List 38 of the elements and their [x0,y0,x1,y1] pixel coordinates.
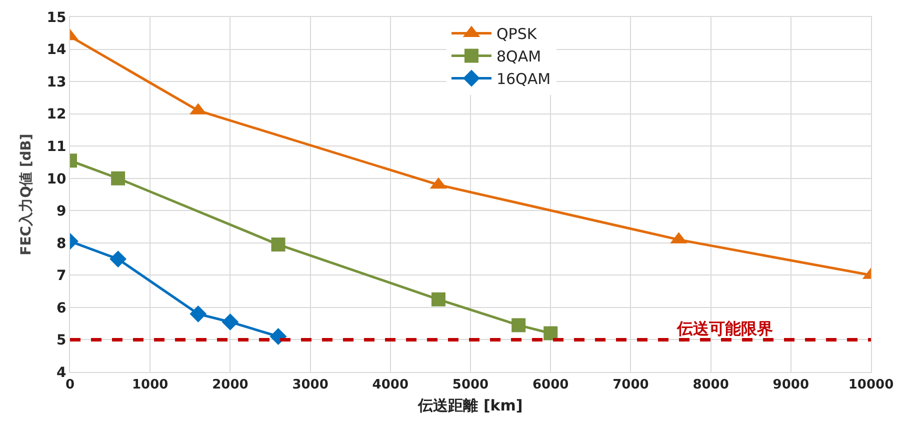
legend-label: 8QAM [496,48,542,66]
point [544,326,558,340]
x-tick-label: 2000 [212,378,248,393]
legend-label: QPSK [496,25,538,44]
x-tick-label: 9000 [772,378,809,393]
point [512,318,526,332]
x-tick-label: 5000 [452,378,489,393]
y-tick-label: 9 [56,204,66,220]
y-tick-label: 14 [46,42,66,58]
y-tick-label: 13 [46,74,66,90]
x-tick-label: 0 [65,378,75,393]
x-tick-label: 4000 [372,378,408,393]
x-axis-title: 伝送距離 [km] [417,396,523,415]
x-tick-label: 10000 [848,378,894,393]
y-axis-title: FEC入力Q値 [dB] [18,134,34,256]
point [271,238,286,252]
ref-line-label: 伝送可能限界 [676,319,773,338]
x-tick-label: 7000 [612,378,649,393]
x-tick-label: 3000 [292,378,328,393]
point [270,328,287,345]
y-tick-label: 5 [56,332,66,349]
y-tick-label: 6 [56,300,66,316]
y-tick-label: 10 [46,171,66,188]
y-tick-label: 11 [46,138,66,155]
point [190,305,207,322]
point [110,250,127,268]
y-tick-label: 12 [46,106,66,123]
point [431,292,446,306]
x-tick-label: 1000 [132,378,168,393]
point [111,171,126,186]
legend-label: 16QAM [496,70,551,88]
x-tick-label: 8000 [692,378,729,393]
point [222,314,239,330]
x-tick-label: 6000 [532,378,569,393]
y-tick-label: 8 [56,236,66,252]
y-tick-label: 7 [56,268,66,284]
y-tick-label: 4 [56,364,66,381]
y-tick-label: 15 [46,10,66,26]
